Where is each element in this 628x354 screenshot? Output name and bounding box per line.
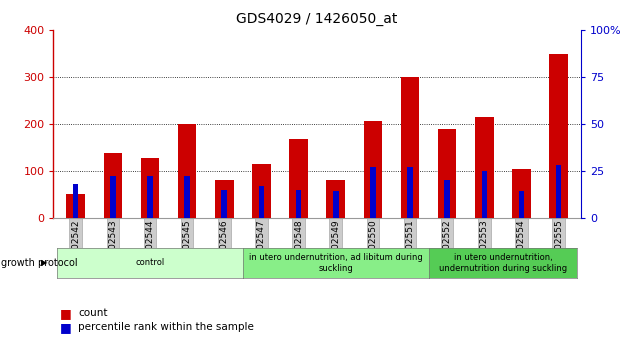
- Bar: [550, 55, 568, 218]
- Text: ■: ■: [60, 307, 72, 320]
- Bar: [215, 180, 234, 218]
- Bar: [512, 170, 531, 218]
- Bar: [333, 192, 338, 218]
- Text: growth protocol: growth protocol: [1, 258, 78, 268]
- Bar: [364, 121, 382, 218]
- Text: percentile rank within the sample: percentile rank within the sample: [78, 322, 254, 332]
- Bar: [110, 176, 116, 218]
- Bar: [178, 124, 197, 218]
- Bar: [67, 194, 85, 218]
- Bar: [475, 117, 494, 218]
- Text: ■: ■: [60, 321, 72, 334]
- Bar: [141, 158, 160, 218]
- Bar: [104, 153, 122, 218]
- Bar: [407, 167, 413, 218]
- Bar: [519, 192, 524, 218]
- Text: control: control: [136, 258, 165, 267]
- Bar: [482, 171, 487, 218]
- Bar: [73, 184, 78, 218]
- Text: count: count: [78, 308, 108, 318]
- Bar: [438, 129, 457, 218]
- Bar: [401, 77, 420, 218]
- Bar: [147, 176, 153, 218]
- Text: in utero undernutrition, ad libitum during
suckling: in utero undernutrition, ad libitum duri…: [249, 253, 423, 273]
- Bar: [370, 167, 376, 218]
- Bar: [185, 176, 190, 218]
- Bar: [327, 180, 345, 218]
- Bar: [259, 186, 264, 218]
- Title: GDS4029 / 1426050_at: GDS4029 / 1426050_at: [237, 12, 398, 26]
- Bar: [222, 190, 227, 218]
- Bar: [296, 190, 301, 218]
- Bar: [445, 180, 450, 218]
- Text: ▶: ▶: [41, 258, 47, 267]
- Text: in utero undernutrition,
undernutrition during suckling: in utero undernutrition, undernutrition …: [439, 253, 567, 273]
- Bar: [252, 164, 271, 218]
- Bar: [290, 139, 308, 218]
- Bar: [556, 165, 561, 218]
